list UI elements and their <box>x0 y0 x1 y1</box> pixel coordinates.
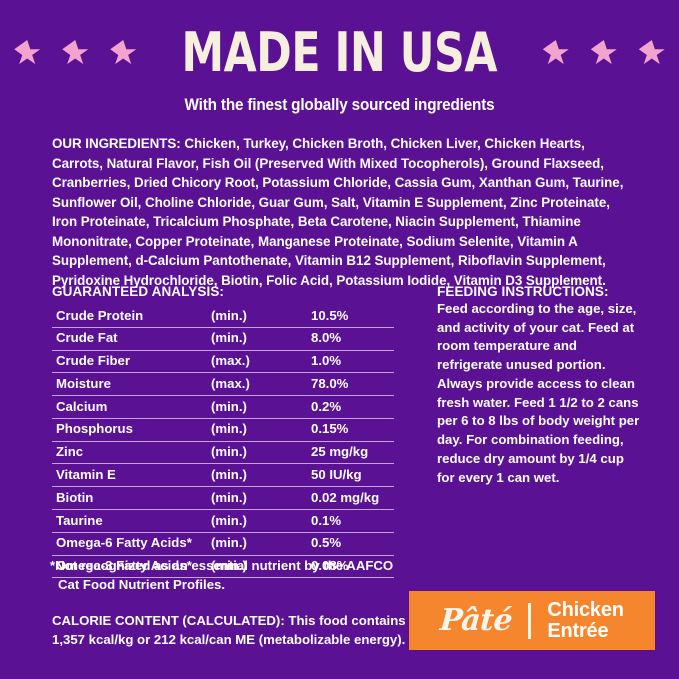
nutrient-value: 8.0% <box>311 327 394 351</box>
feeding-instructions-section: FEEDING INSTRUCTIONS: Feed according to … <box>437 284 642 487</box>
table-row: Biotin (min.) 0.02 mg/kg <box>52 486 394 511</box>
aafco-footnote: *Not recognized as an essential nutrient… <box>50 557 410 594</box>
star-icon <box>62 40 89 65</box>
nutrient-qualifier: (min.) <box>211 305 311 328</box>
nutrient-value: 0.5% <box>311 532 394 556</box>
nutrient-qualifier: (max.) <box>211 372 311 397</box>
table-row: Phosphorus (min.) 0.15% <box>52 418 394 442</box>
table-row: Taurine (min.) 0.1% <box>52 509 394 533</box>
feeding-instructions-text: Feed according to the age, size, and act… <box>437 301 640 485</box>
stars-right <box>521 40 679 66</box>
guaranteed-analysis-section: GUARANTEED ANALYSIS: Crude Protein (min.… <box>52 284 394 579</box>
badge-divider <box>528 602 532 639</box>
nutrient-name: Calcium <box>52 395 211 419</box>
nutrient-name: Biotin <box>52 486 211 511</box>
star-icon <box>110 40 137 65</box>
nutrient-value: 50 IU/kg <box>311 463 394 488</box>
nutrient-name: Moisture <box>52 372 211 397</box>
nutrient-qualifier: (min.) <box>211 555 311 579</box>
table-row: Omega-6 Fatty Acids* (min.) 0.5% <box>52 532 394 556</box>
table-row: Crude Fat (min.) 8.0% <box>52 327 394 351</box>
table-row: Vitamin E (min.) 50 IU/kg <box>52 463 394 488</box>
nutrient-value: 78.0% <box>311 372 394 397</box>
nutrient-qualifier: (min.) <box>211 441 311 465</box>
nutrient-qualifier: (min.) <box>211 395 311 419</box>
ingredients-label: OUR INGREDIENTS: <box>52 136 181 151</box>
guaranteed-analysis-table-body: Crude Protein (min.) 10.5% Crude Fat (mi… <box>52 305 394 579</box>
star-icon <box>14 40 41 65</box>
nutrient-name: Taurine <box>52 509 211 533</box>
stars-left <box>0 40 158 66</box>
nutrient-name: Crude Protein <box>52 305 211 328</box>
table-row: Omega-3 Fatty Acids* (min.) 0.08% <box>52 555 394 579</box>
nutrient-name: Omega-3 Fatty Acids* <box>52 555 211 579</box>
nutrient-value: 0.1% <box>311 509 394 533</box>
feeding-instructions-heading: FEEDING INSTRUCTIONS: <box>437 284 609 299</box>
nutrient-value: 1.0% <box>311 350 394 374</box>
nutrient-name: Zinc <box>52 441 211 465</box>
table-row: Moisture (max.) 78.0% <box>52 372 394 397</box>
badge-flavor-line2: Entrée <box>547 619 609 642</box>
nutrient-qualifier: (min.) <box>211 327 311 351</box>
header: MADE IN USA With the finest globally sou… <box>0 22 679 122</box>
page-title: MADE IN USA <box>181 21 498 84</box>
star-icon <box>542 40 569 65</box>
nutrient-value: 0.2% <box>311 395 394 419</box>
nutrient-value: 0.08% <box>311 555 394 579</box>
aafco-footnote-line1: *Not recognized as an essential nutrient… <box>50 558 394 573</box>
calorie-content-text: This food contains 1,357 kcal/kg or 212 … <box>52 613 406 648</box>
calorie-content-label: CALORIE CONTENT (CALCULATED): <box>52 613 285 628</box>
nutrient-name: Crude Fat <box>52 327 211 351</box>
nutrient-value: 0.02 mg/kg <box>311 486 394 511</box>
nutrient-qualifier: (min.) <box>211 509 311 533</box>
calorie-content: CALORIE CONTENT (CALCULATED): This food … <box>52 611 412 650</box>
product-variant-badge: Pâté Chicken Entrée <box>409 591 655 650</box>
guaranteed-analysis-heading: GUARANTEED ANALYSIS: <box>52 284 225 299</box>
nutrient-qualifier: (min.) <box>211 463 311 488</box>
nutrient-value: 25 mg/kg <box>311 441 394 465</box>
page-subtitle: With the finest globally sourced ingredi… <box>184 95 495 114</box>
ingredients-text: Chicken, Turkey, Chicken Broth, Chicken … <box>52 136 624 288</box>
table-row: Crude Fiber (max.) 1.0% <box>52 350 394 374</box>
table-row: Zinc (min.) 25 mg/kg <box>52 441 394 465</box>
star-icon <box>638 40 665 65</box>
table-row: Crude Protein (min.) 10.5% <box>52 305 394 328</box>
nutrient-qualifier: (max.) <box>211 350 311 374</box>
star-icon <box>590 40 617 65</box>
nutrient-qualifier: (min.) <box>211 532 311 556</box>
nutrient-qualifier: (min.) <box>211 486 311 511</box>
nutrient-name: Omega-6 Fatty Acids* <box>52 532 211 556</box>
nutrient-value: 0.15% <box>311 418 394 442</box>
header-title-row: MADE IN USA <box>0 22 679 84</box>
nutrient-name: Crude Fiber <box>52 350 211 374</box>
badge-flavor-line1: Chicken <box>547 598 624 621</box>
ingredients-paragraph: OUR INGREDIENTS: Chicken, Turkey, Chicke… <box>52 134 632 291</box>
table-row: Calcium (min.) 0.2% <box>52 395 394 419</box>
badge-flavor-label: Chicken Entrée <box>531 598 624 642</box>
aafco-footnote-line2: Cat Food Nutrient Profiles. <box>58 576 226 592</box>
nutrient-name: Phosphorus <box>52 418 211 442</box>
nutrient-qualifier: (min.) <box>211 418 311 442</box>
nutrient-value: 10.5% <box>311 305 394 328</box>
guaranteed-analysis-table: Crude Protein (min.) 10.5% Crude Fat (mi… <box>52 305 394 579</box>
nutrient-name: Vitamin E <box>52 463 211 488</box>
badge-texture-label: Pâté <box>439 602 514 638</box>
